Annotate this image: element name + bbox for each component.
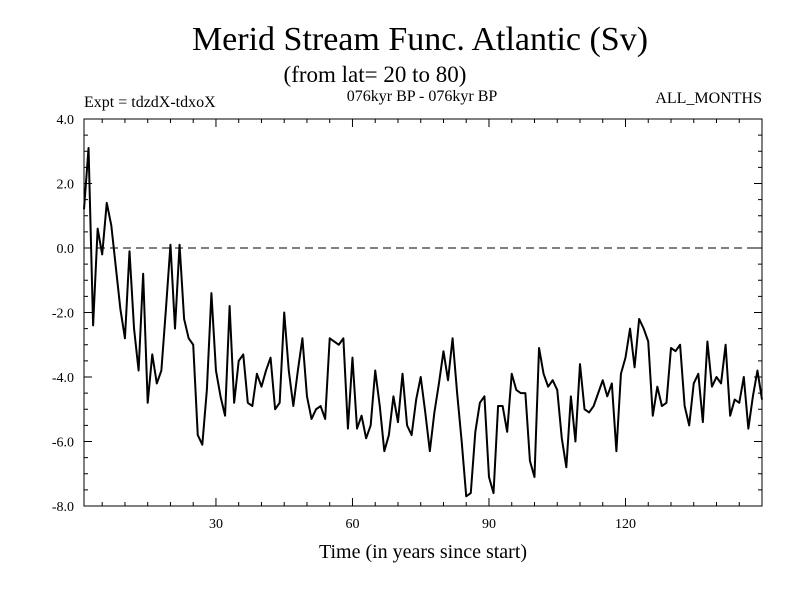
plot-frame — [83, 118, 763, 507]
period-label: 076kyr BP - 076kyr BP — [347, 88, 498, 105]
x-tick-label: 30 — [209, 517, 223, 532]
y-tick-label: -8.0 — [52, 500, 74, 515]
experiment-label: Expt = tdzdX-tdxoX — [84, 94, 216, 111]
y-tick-label: -4.0 — [52, 371, 74, 386]
data-series-line — [83, 147, 763, 498]
y-tick-label: -2.0 — [52, 307, 74, 322]
y-tick-label: 2.0 — [57, 178, 75, 193]
x-axis-label: Time (in years since start) — [319, 541, 527, 563]
x-tick-label: 90 — [482, 517, 496, 532]
y-tick-label: -6.0 — [52, 436, 74, 451]
months-label: ALL_MONTHS — [655, 90, 762, 107]
y-tick-label: 4.0 — [57, 113, 75, 128]
chart-subtitle: (from lat= 20 to 80) — [284, 62, 467, 87]
x-tick-label: 120 — [615, 517, 636, 532]
y-tick-label: 0.0 — [57, 242, 75, 257]
x-tick-label: 60 — [345, 517, 359, 532]
chart-title: Merid Stream Func. Atlantic (Sv) — [192, 21, 648, 58]
